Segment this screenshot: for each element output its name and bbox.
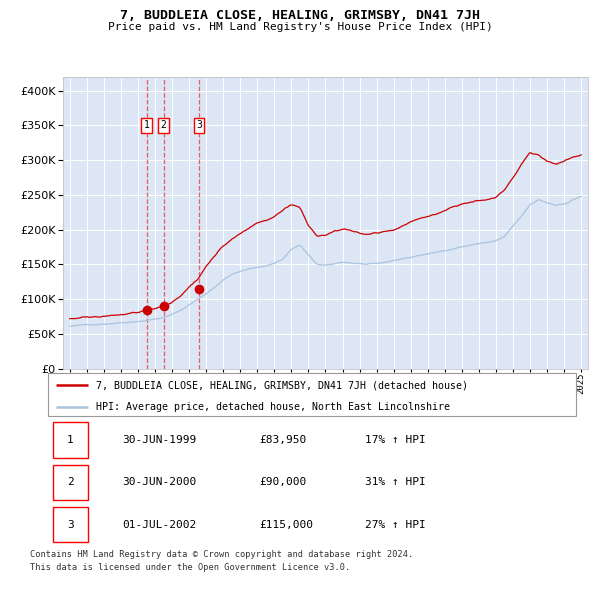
Text: 30-JUN-2000: 30-JUN-2000 (122, 477, 196, 487)
FancyBboxPatch shape (53, 507, 88, 542)
Text: 2: 2 (161, 120, 167, 130)
Text: 1: 1 (143, 120, 149, 130)
Text: £83,950: £83,950 (259, 435, 307, 445)
Text: £90,000: £90,000 (259, 477, 307, 487)
Text: Contains HM Land Registry data © Crown copyright and database right 2024.: Contains HM Land Registry data © Crown c… (30, 550, 413, 559)
Text: HPI: Average price, detached house, North East Lincolnshire: HPI: Average price, detached house, Nort… (95, 402, 449, 412)
Text: This data is licensed under the Open Government Licence v3.0.: This data is licensed under the Open Gov… (30, 563, 350, 572)
Text: 7, BUDDLEIA CLOSE, HEALING, GRIMSBY, DN41 7JH (detached house): 7, BUDDLEIA CLOSE, HEALING, GRIMSBY, DN4… (95, 381, 467, 391)
Text: 3: 3 (196, 120, 202, 130)
Text: 30-JUN-1999: 30-JUN-1999 (122, 435, 196, 445)
Text: 01-JUL-2002: 01-JUL-2002 (122, 520, 196, 530)
Text: Price paid vs. HM Land Registry's House Price Index (HPI): Price paid vs. HM Land Registry's House … (107, 22, 493, 32)
Text: 2: 2 (67, 477, 74, 487)
FancyBboxPatch shape (48, 373, 576, 416)
Text: 3: 3 (67, 520, 74, 530)
Text: 17% ↑ HPI: 17% ↑ HPI (365, 435, 425, 445)
Text: 1: 1 (67, 435, 74, 445)
Text: 7, BUDDLEIA CLOSE, HEALING, GRIMSBY, DN41 7JH: 7, BUDDLEIA CLOSE, HEALING, GRIMSBY, DN4… (120, 9, 480, 22)
FancyBboxPatch shape (53, 422, 88, 458)
Text: 31% ↑ HPI: 31% ↑ HPI (365, 477, 425, 487)
FancyBboxPatch shape (53, 464, 88, 500)
Text: £115,000: £115,000 (259, 520, 313, 530)
Text: 27% ↑ HPI: 27% ↑ HPI (365, 520, 425, 530)
